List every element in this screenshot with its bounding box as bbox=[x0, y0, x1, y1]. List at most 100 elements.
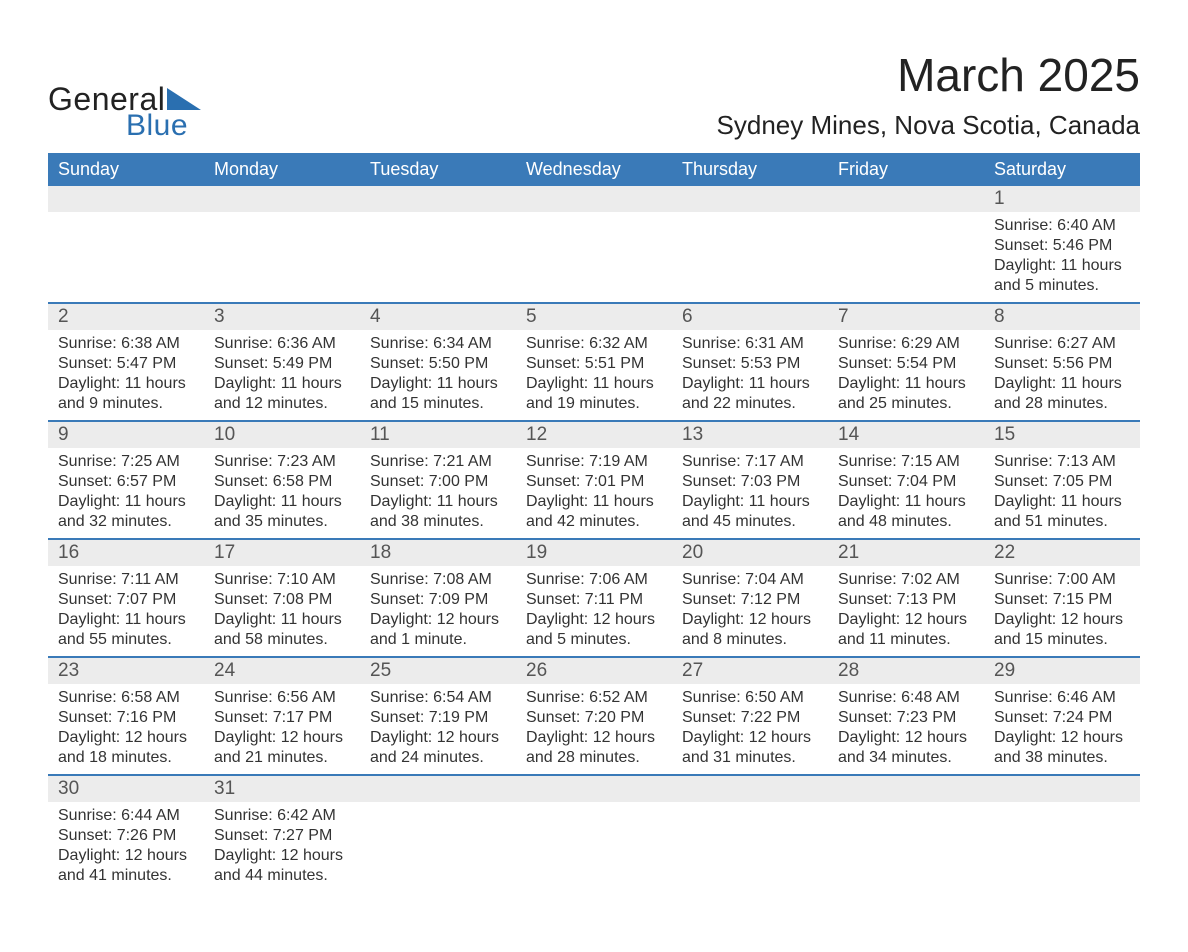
day-number bbox=[828, 776, 984, 802]
sunrise: Sunrise: 6:34 AM bbox=[370, 334, 506, 354]
sunset: Sunset: 7:13 PM bbox=[838, 590, 974, 610]
daylight-line-1: Daylight: 11 hours bbox=[994, 492, 1130, 512]
sunset: Sunset: 5:54 PM bbox=[838, 354, 974, 374]
sunrise: Sunrise: 6:50 AM bbox=[682, 688, 818, 708]
day-number-row: 16171819202122 bbox=[48, 540, 1140, 566]
day-number: 25 bbox=[360, 658, 516, 684]
day-cell: Sunrise: 6:36 AMSunset: 5:49 PMDaylight:… bbox=[204, 330, 360, 420]
day-cell: Sunrise: 7:06 AMSunset: 7:11 PMDaylight:… bbox=[516, 566, 672, 656]
day-number bbox=[360, 186, 516, 212]
sunrise: Sunrise: 6:44 AM bbox=[58, 806, 194, 826]
sunrise: Sunrise: 7:19 AM bbox=[526, 452, 662, 472]
sunrise: Sunrise: 6:38 AM bbox=[58, 334, 194, 354]
day-number: 1 bbox=[984, 186, 1140, 212]
daylight-line-1: Daylight: 12 hours bbox=[526, 610, 662, 630]
day-cell bbox=[984, 802, 1140, 892]
daylight-line-1: Daylight: 12 hours bbox=[370, 610, 506, 630]
day-number: 18 bbox=[360, 540, 516, 566]
day-cell: Sunrise: 6:34 AMSunset: 5:50 PMDaylight:… bbox=[360, 330, 516, 420]
day-cell: Sunrise: 7:13 AMSunset: 7:05 PMDaylight:… bbox=[984, 448, 1140, 538]
sunset: Sunset: 7:22 PM bbox=[682, 708, 818, 728]
day-number: 27 bbox=[672, 658, 828, 684]
calendar: SundayMondayTuesdayWednesdayThursdayFrid… bbox=[48, 153, 1140, 892]
sunrise: Sunrise: 7:13 AM bbox=[994, 452, 1130, 472]
daylight-line-2: and 38 minutes. bbox=[994, 748, 1130, 768]
day-cell: Sunrise: 6:29 AMSunset: 5:54 PMDaylight:… bbox=[828, 330, 984, 420]
sunset: Sunset: 5:49 PM bbox=[214, 354, 350, 374]
day-cell: Sunrise: 7:17 AMSunset: 7:03 PMDaylight:… bbox=[672, 448, 828, 538]
sunrise: Sunrise: 7:04 AM bbox=[682, 570, 818, 590]
daylight-line-1: Daylight: 12 hours bbox=[994, 610, 1130, 630]
daylight-line-2: and 22 minutes. bbox=[682, 394, 818, 414]
daylight-line-2: and 1 minute. bbox=[370, 630, 506, 650]
sunset: Sunset: 5:51 PM bbox=[526, 354, 662, 374]
page: General Blue March 2025 Sydney Mines, No… bbox=[0, 0, 1188, 952]
day-number bbox=[984, 776, 1140, 802]
day-number-row: 3031 bbox=[48, 776, 1140, 802]
day-number: 14 bbox=[828, 422, 984, 448]
day-number: 10 bbox=[204, 422, 360, 448]
sunset: Sunset: 7:01 PM bbox=[526, 472, 662, 492]
daylight-line-2: and 31 minutes. bbox=[682, 748, 818, 768]
daylight-line-2: and 15 minutes. bbox=[994, 630, 1130, 650]
sunrise: Sunrise: 6:58 AM bbox=[58, 688, 194, 708]
daylight-line-2: and 15 minutes. bbox=[370, 394, 506, 414]
daylight-line-2: and 58 minutes. bbox=[214, 630, 350, 650]
daylight-line-2: and 19 minutes. bbox=[526, 394, 662, 414]
day-number: 16 bbox=[48, 540, 204, 566]
daylight-line-1: Daylight: 12 hours bbox=[58, 846, 194, 866]
sunset: Sunset: 7:11 PM bbox=[526, 590, 662, 610]
day-cell: Sunrise: 6:48 AMSunset: 7:23 PMDaylight:… bbox=[828, 684, 984, 774]
day-cell: Sunrise: 6:32 AMSunset: 5:51 PMDaylight:… bbox=[516, 330, 672, 420]
day-number: 21 bbox=[828, 540, 984, 566]
sunrise: Sunrise: 7:17 AM bbox=[682, 452, 818, 472]
daylight-line-2: and 41 minutes. bbox=[58, 866, 194, 886]
day-body-row: Sunrise: 6:38 AMSunset: 5:47 PMDaylight:… bbox=[48, 330, 1140, 420]
sunset: Sunset: 7:03 PM bbox=[682, 472, 818, 492]
sunset: Sunset: 7:09 PM bbox=[370, 590, 506, 610]
sunset: Sunset: 5:50 PM bbox=[370, 354, 506, 374]
daylight-line-2: and 11 minutes. bbox=[838, 630, 974, 650]
sunrise: Sunrise: 6:36 AM bbox=[214, 334, 350, 354]
daylight-line-1: Daylight: 12 hours bbox=[370, 728, 506, 748]
day-cell: Sunrise: 6:40 AMSunset: 5:46 PMDaylight:… bbox=[984, 212, 1140, 302]
day-number: 4 bbox=[360, 304, 516, 330]
sunrise: Sunrise: 6:40 AM bbox=[994, 216, 1130, 236]
daylight-line-1: Daylight: 12 hours bbox=[58, 728, 194, 748]
sunset: Sunset: 7:04 PM bbox=[838, 472, 974, 492]
sunset: Sunset: 5:53 PM bbox=[682, 354, 818, 374]
day-cell: Sunrise: 7:19 AMSunset: 7:01 PMDaylight:… bbox=[516, 448, 672, 538]
day-number: 17 bbox=[204, 540, 360, 566]
daylight-line-2: and 21 minutes. bbox=[214, 748, 350, 768]
day-cell bbox=[828, 212, 984, 302]
day-cell: Sunrise: 6:44 AMSunset: 7:26 PMDaylight:… bbox=[48, 802, 204, 892]
day-number bbox=[204, 186, 360, 212]
day-number: 19 bbox=[516, 540, 672, 566]
day-cell: Sunrise: 6:58 AMSunset: 7:16 PMDaylight:… bbox=[48, 684, 204, 774]
day-cell bbox=[516, 802, 672, 892]
day-body-row: Sunrise: 6:44 AMSunset: 7:26 PMDaylight:… bbox=[48, 802, 1140, 892]
day-number-row: 23242526272829 bbox=[48, 658, 1140, 684]
day-number: 22 bbox=[984, 540, 1140, 566]
day-cell bbox=[516, 212, 672, 302]
day-number: 28 bbox=[828, 658, 984, 684]
day-number: 13 bbox=[672, 422, 828, 448]
daylight-line-1: Daylight: 11 hours bbox=[682, 492, 818, 512]
sunset: Sunset: 6:57 PM bbox=[58, 472, 194, 492]
day-cell: Sunrise: 6:56 AMSunset: 7:17 PMDaylight:… bbox=[204, 684, 360, 774]
day-number: 29 bbox=[984, 658, 1140, 684]
day-number-row: 1 bbox=[48, 186, 1140, 212]
day-cell: Sunrise: 7:10 AMSunset: 7:08 PMDaylight:… bbox=[204, 566, 360, 656]
daylight-line-2: and 9 minutes. bbox=[58, 394, 194, 414]
day-number bbox=[672, 186, 828, 212]
sunrise: Sunrise: 6:54 AM bbox=[370, 688, 506, 708]
sunset: Sunset: 7:19 PM bbox=[370, 708, 506, 728]
sunset: Sunset: 7:12 PM bbox=[682, 590, 818, 610]
calendar-week: 1Sunrise: 6:40 AMSunset: 5:46 PMDaylight… bbox=[48, 186, 1140, 302]
daylight-line-1: Daylight: 12 hours bbox=[682, 728, 818, 748]
day-cell: Sunrise: 7:25 AMSunset: 6:57 PMDaylight:… bbox=[48, 448, 204, 538]
day-cell: Sunrise: 6:31 AMSunset: 5:53 PMDaylight:… bbox=[672, 330, 828, 420]
daylight-line-2: and 25 minutes. bbox=[838, 394, 974, 414]
weekday-label: Sunday bbox=[48, 153, 204, 186]
sunrise: Sunrise: 6:32 AM bbox=[526, 334, 662, 354]
